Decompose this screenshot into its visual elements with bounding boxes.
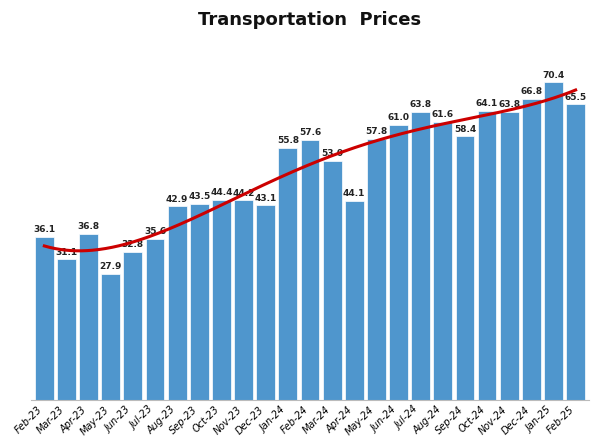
Text: 57.6: 57.6 [299, 128, 321, 137]
Bar [544, 82, 563, 400]
Text: 63.8: 63.8 [410, 100, 432, 109]
Text: 55.8: 55.8 [277, 136, 299, 146]
Text: 44.1: 44.1 [343, 189, 365, 198]
Text: 65.5: 65.5 [565, 93, 587, 102]
Text: 53.0: 53.0 [321, 149, 343, 158]
Bar [522, 99, 541, 400]
Bar [455, 136, 475, 400]
Text: 36.1: 36.1 [33, 225, 55, 234]
Title: Transportation  Prices: Transportation Prices [199, 11, 422, 29]
Bar [79, 234, 98, 400]
Text: 31.1: 31.1 [55, 248, 77, 257]
Text: 27.9: 27.9 [100, 262, 122, 271]
Bar [433, 122, 452, 400]
Text: 63.8: 63.8 [498, 100, 520, 109]
Text: 61.0: 61.0 [388, 113, 410, 122]
Bar [57, 259, 76, 400]
Text: 44.4: 44.4 [210, 188, 233, 197]
Bar [411, 112, 430, 400]
Text: 66.8: 66.8 [520, 87, 542, 96]
Text: 57.8: 57.8 [365, 127, 388, 136]
Text: 64.1: 64.1 [476, 99, 498, 108]
Bar [212, 199, 231, 400]
Bar [101, 274, 120, 400]
Bar [168, 206, 187, 400]
Bar [323, 161, 341, 400]
Text: 44.2: 44.2 [232, 189, 255, 198]
Text: 58.4: 58.4 [454, 125, 476, 134]
Bar [500, 112, 518, 400]
Bar [190, 203, 209, 400]
Text: 42.9: 42.9 [166, 194, 188, 203]
Bar [146, 239, 164, 400]
Bar [234, 200, 253, 400]
Bar [566, 104, 585, 400]
Bar [301, 140, 319, 400]
Text: 70.4: 70.4 [542, 71, 565, 80]
Text: 43.1: 43.1 [254, 194, 277, 202]
Text: 61.6: 61.6 [432, 110, 454, 119]
Bar [367, 139, 386, 400]
Text: 43.5: 43.5 [188, 192, 211, 201]
Bar [478, 111, 496, 400]
Bar [35, 237, 54, 400]
Bar [389, 125, 408, 400]
Text: 32.8: 32.8 [122, 240, 144, 249]
Bar [124, 252, 142, 400]
Bar [345, 201, 364, 400]
Text: 35.6: 35.6 [144, 228, 166, 237]
Bar [278, 148, 297, 400]
Bar [256, 205, 275, 400]
Text: 36.8: 36.8 [77, 222, 100, 231]
